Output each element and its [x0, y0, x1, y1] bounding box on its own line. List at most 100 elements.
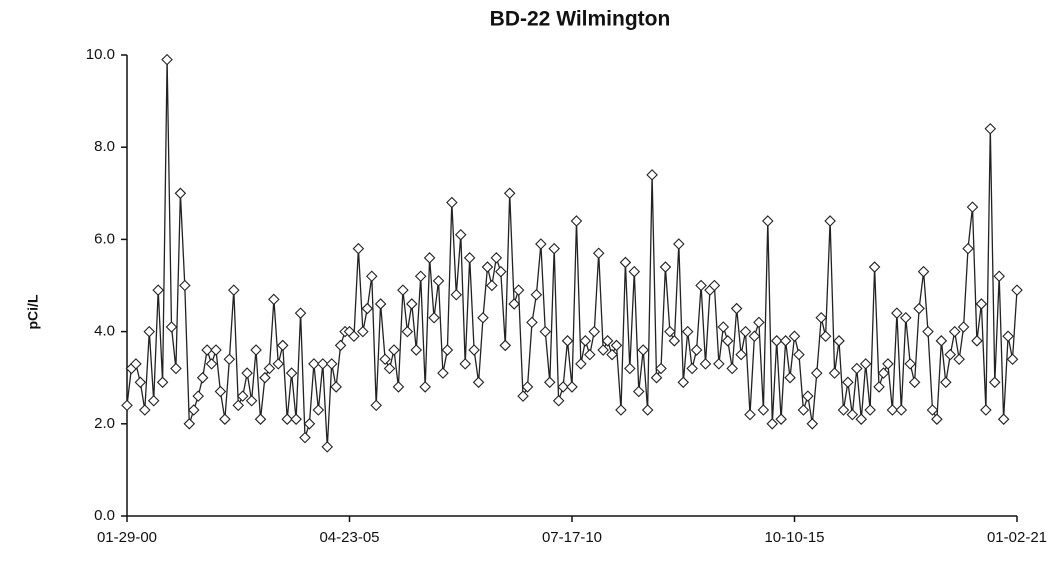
data-point	[201, 344, 213, 356]
data-point	[788, 330, 801, 342]
data-point	[641, 404, 654, 416]
data-point	[468, 344, 480, 356]
data-point	[570, 215, 583, 227]
data-point	[254, 413, 267, 425]
data-point	[762, 215, 774, 227]
data-point	[521, 381, 534, 393]
data-point	[414, 270, 427, 283]
data-point	[561, 335, 574, 347]
data-point	[695, 279, 707, 292]
data-point	[690, 344, 703, 356]
y-tick-label: 2.0	[94, 415, 115, 432]
y-axis-label: pCi/L	[25, 294, 41, 329]
data-point	[753, 316, 765, 329]
data-point	[276, 339, 289, 352]
data-point	[904, 358, 916, 370]
data-point	[392, 381, 405, 393]
data-point	[646, 169, 658, 181]
data-point	[837, 404, 850, 416]
data-point	[361, 302, 374, 315]
data-point	[499, 339, 512, 352]
data-point	[241, 367, 253, 379]
data-point	[940, 376, 952, 389]
data-point	[833, 335, 845, 347]
data-point	[859, 358, 872, 370]
data-point	[601, 335, 614, 347]
data-point	[926, 404, 939, 416]
data-point	[721, 335, 734, 347]
data-point	[668, 335, 681, 347]
data-point	[851, 362, 863, 375]
y-tick-label: 10.0	[86, 46, 115, 63]
data-point	[1006, 353, 1019, 366]
data-point	[285, 367, 298, 379]
data-point	[664, 325, 676, 338]
data-point	[419, 381, 431, 393]
data-point	[490, 252, 503, 264]
data-point	[802, 390, 814, 402]
y-tick-label: 4.0	[94, 323, 115, 340]
data-point	[673, 238, 685, 250]
data-point	[330, 381, 342, 393]
y-tick-label: 6.0	[94, 230, 115, 247]
data-point	[388, 344, 400, 356]
data-point	[610, 339, 623, 352]
data-point	[624, 362, 636, 375]
data-point	[543, 376, 556, 389]
x-tick-label: 07-17-10	[542, 529, 602, 546]
data-point	[348, 330, 360, 342]
data-point	[962, 242, 974, 255]
data-point	[179, 279, 191, 292]
data-point	[365, 270, 378, 283]
data-point	[713, 358, 725, 370]
data-point	[606, 348, 618, 361]
data-point	[299, 431, 311, 444]
data-point	[290, 413, 302, 425]
x-tick-label: 04-23-05	[319, 529, 379, 546]
data-point	[512, 284, 525, 296]
data-point	[997, 413, 1010, 425]
data-point	[935, 335, 948, 347]
data-point	[655, 362, 667, 375]
data-point	[152, 284, 164, 296]
data-point	[196, 371, 209, 384]
data-point	[450, 288, 463, 301]
data-point	[428, 311, 440, 324]
data-point	[1002, 330, 1014, 342]
data-point	[566, 381, 578, 393]
data-point	[481, 261, 494, 273]
data-point	[446, 196, 458, 209]
x-tick-label: 01-29-00	[97, 529, 157, 546]
data-point	[984, 122, 997, 135]
data-point	[139, 404, 151, 416]
data-point	[770, 335, 783, 347]
data-point	[886, 404, 899, 416]
data-point	[957, 321, 970, 333]
data-point	[526, 316, 538, 329]
data-point	[383, 362, 396, 375]
data-point	[552, 394, 565, 407]
data-point	[147, 394, 160, 407]
data-point	[294, 307, 307, 319]
data-point	[681, 325, 694, 338]
data-point	[174, 187, 187, 200]
y-tick-label: 8.0	[94, 138, 115, 155]
data-point	[130, 358, 142, 370]
data-point	[143, 325, 156, 338]
data-point	[205, 358, 218, 370]
data-point	[334, 339, 347, 352]
data-point	[437, 367, 449, 379]
data-point	[650, 371, 663, 384]
data-point	[165, 321, 178, 333]
data-point	[592, 247, 605, 260]
data-point	[1011, 284, 1023, 296]
data-point	[891, 307, 903, 319]
data-point	[717, 321, 730, 333]
data-point	[579, 335, 592, 347]
data-point	[397, 284, 409, 296]
data-point	[401, 325, 414, 338]
data-point	[966, 201, 979, 213]
data-point	[913, 302, 925, 315]
data-point	[686, 362, 698, 375]
data-point	[312, 404, 325, 416]
